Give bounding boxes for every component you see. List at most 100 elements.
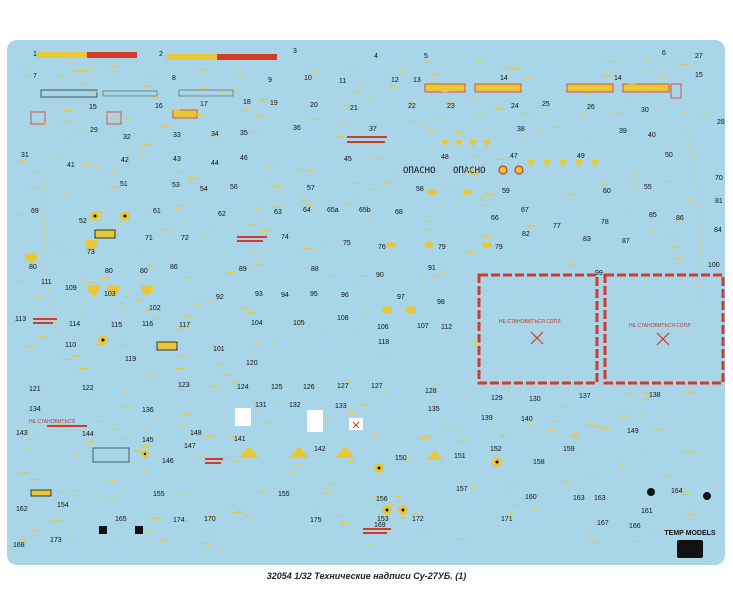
stencil-dash [345,381,352,383]
stencil-dash [26,74,32,76]
stencil-dash [351,182,357,184]
decal-number: 65a [327,207,339,214]
stencil-dash [33,171,40,173]
stencil-dash [447,102,453,104]
stencil-dash [221,374,230,376]
stencil-dash [254,344,260,346]
stencil-dash [431,73,439,75]
stencil-dash [232,460,239,462]
decal-number: 4 [374,53,378,60]
brand-logo: TEMP MODELS [655,524,725,560]
stencil-dash [409,101,413,103]
stencil-dash [361,312,365,314]
stencil-dash [522,138,526,140]
stencil-dash [424,61,429,63]
decal-number: 171 [501,516,513,523]
decal-number: 82 [522,231,530,238]
decal-number: 110 [65,342,76,349]
stencil-dash [233,89,237,91]
stencil-dash [465,169,476,171]
stencil-dash [643,94,648,97]
decal-number: 173 [50,537,62,544]
stencil-dash [305,205,313,207]
decal-number: 94 [281,292,289,299]
stencil-dash [99,212,106,214]
stencil-dash [205,544,212,546]
stencil-dash [692,62,696,64]
stencil-dash [80,279,86,281]
stencil-dash [344,105,351,107]
fuselage-curves [44,129,701,341]
decal-number: 59 [502,188,510,195]
stencil-dash [422,532,428,534]
stencil-dash [179,355,186,357]
decal-number: 163 [594,495,606,502]
no-step-small-label: НЕ СТАНОВИТЬСЯ [29,419,75,425]
stencil-dash [194,303,201,305]
stencil-dash [295,463,301,465]
decal-number: 91 [428,265,436,272]
stencil-dash [646,60,653,62]
stencil-dash [458,440,468,442]
stencil-dash [118,221,122,223]
decal-number: 168 [13,542,25,549]
decal-number: 80 [29,264,37,271]
stencil-dash [78,368,88,370]
stencil-dash [243,110,249,112]
stencil-dash [19,472,29,474]
stencil-dash [258,491,267,493]
decal-number: 147 [184,443,196,450]
stencil-dash [160,539,166,541]
decal-number: 129 [491,395,503,402]
decal-number: 92 [216,294,224,301]
stencil-dash [564,193,575,195]
stencil-dash [247,224,254,226]
stencil-dash [586,93,593,95]
decal-number: 26 [587,104,595,111]
stencil-dash [671,247,681,249]
decal-number: 155 [153,491,165,498]
stencil-dash [603,75,606,77]
stencil-dash [503,67,507,69]
decal-number: 136 [142,407,154,414]
stencil-dash [62,121,70,123]
decal-number: 150 [395,455,407,462]
decal-number: 138 [649,392,661,399]
stencil-dash [295,323,301,325]
stencil-dash [58,423,65,425]
decal-number: 140 [521,416,533,423]
stencil-dash [183,326,191,328]
decal-number: 19 [270,100,278,107]
stencil-dash [296,169,302,171]
stencil-dash [79,83,85,85]
stencil-dash [538,106,544,109]
stencil-dash [89,396,93,398]
stencil-dash [370,97,373,99]
decal-number: 54 [200,186,208,193]
stencil-dash [106,113,110,115]
stencil-dash [143,471,148,473]
stencil-dash [669,234,675,236]
stencil-dash [100,277,110,279]
stencil-dash [634,540,641,542]
stencil-dash [561,481,570,483]
decal-number: 10 [304,75,312,82]
stencil-dash [197,456,205,458]
decal-number: 109 [65,285,77,292]
decal-number: 117 [179,322,190,329]
stencil-dash [380,359,386,361]
stencil-dash [446,184,453,186]
decal-number: 141 [234,436,246,443]
decal-number: 145 [142,437,154,444]
stencil-dash [268,101,274,103]
stencil-dash [482,205,491,207]
decal-number: 71 [145,235,153,242]
stencil-dash [22,430,29,432]
decal-number: 123 [178,382,190,389]
stencil-dash [147,532,151,534]
stencil-dash [456,538,467,540]
stencil-dash [77,129,83,131]
stencil-dash [680,488,684,490]
decal-number: 81 [715,198,723,205]
stencil-dash [403,298,408,300]
